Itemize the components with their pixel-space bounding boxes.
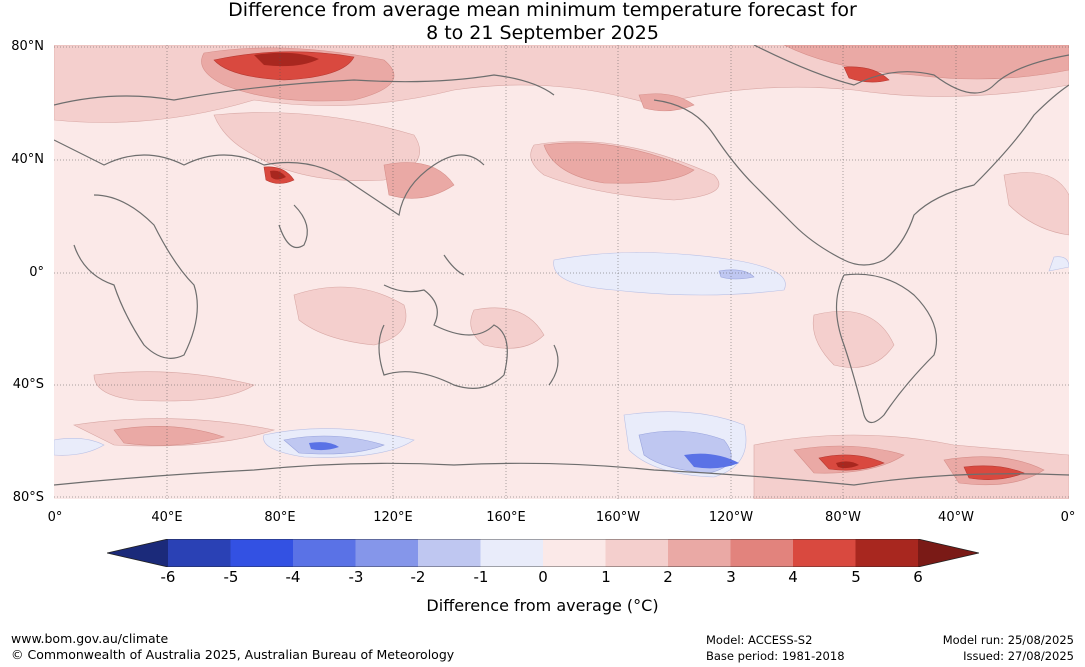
colorbar-segment [293, 539, 356, 567]
colorbar-segment [605, 539, 668, 567]
anomaly-above-5-regions [254, 52, 859, 469]
copyright-text: © Commonwealth of Australia 2025, Austra… [11, 647, 455, 662]
title-line-2: 8 to 21 September 2025 [426, 22, 659, 44]
colorbar-arrow-above-6 [918, 539, 979, 567]
colorbar-segment [168, 539, 231, 567]
lon-label-0-west: 0° [47, 510, 63, 525]
colorbar-arrow-below-minus-6 [107, 539, 168, 567]
colorbar-tick: -5 [223, 568, 239, 586]
forecast-map[interactable] [54, 45, 1069, 499]
colorbar-tick: -3 [348, 568, 364, 586]
lon-label-160e: 160°E [486, 510, 526, 525]
website-link[interactable]: www.bom.gov.au/climate [11, 631, 169, 646]
model-name: Model: ACCESS-S2 [706, 633, 813, 647]
colorbar-segment [230, 539, 293, 567]
issued-date: Issued: 27/08/2025 [963, 649, 1074, 663]
model-run-date: Model run: 25/08/2025 [942, 633, 1074, 647]
lon-label-40w: 40°W [938, 510, 974, 525]
colorbar-tick: 4 [788, 568, 798, 586]
colorbar-segment [668, 539, 731, 567]
lon-label-80w: 80°W [825, 510, 861, 525]
colorbar-title: Difference from average (°C) [426, 596, 659, 615]
lat-label-40s: 40°S [12, 377, 44, 392]
lon-label-40e: 40°E [151, 510, 183, 525]
lon-label-160w: 160°W [595, 510, 641, 525]
colorbar-segment [543, 539, 606, 567]
title-line-1: Difference from average mean minimum tem… [228, 0, 857, 21]
colorbar-segment [730, 539, 793, 567]
anomaly-below-minus-2-regions [309, 442, 739, 469]
colorbar-tick: -1 [473, 568, 489, 586]
colorbar-tick: -6 [160, 568, 176, 586]
gridlines [54, 45, 1069, 499]
colorbar-segment [793, 539, 856, 567]
colorbar-tick: 5 [851, 568, 861, 586]
colorbar-segment [855, 539, 918, 567]
colorbar [107, 539, 979, 567]
colorbar-tick: 1 [601, 568, 611, 586]
base-period: Base period: 1981-2018 [706, 649, 845, 663]
lon-label-120e: 120°E [373, 510, 413, 525]
colorbar-tick: 0 [538, 568, 548, 586]
colorbar-segment [480, 539, 543, 567]
lon-label-80e: 80°E [264, 510, 296, 525]
coastlines [54, 45, 1069, 486]
lat-label-0: 0° [29, 265, 44, 280]
lon-label-0-east: 0° [1060, 510, 1076, 525]
colorbar-tick: 3 [726, 568, 736, 586]
lat-label-80s: 80°S [12, 490, 44, 505]
colorbar-segment [355, 539, 418, 567]
colorbar-tick: 6 [913, 568, 923, 586]
footer-dates: Model run: 25/08/2025 Issued: 27/08/2025 [943, 632, 1074, 664]
lat-label-40n: 40°N [11, 152, 44, 167]
lon-label-120w: 120°W [708, 510, 754, 525]
lat-label-80n: 80°N [11, 39, 44, 54]
colorbar-tick: 2 [663, 568, 673, 586]
footer-left: www.bom.gov.au/climate © Commonwealth of… [11, 631, 454, 663]
anomaly-1-2-regions [54, 45, 1069, 499]
map-title: Difference from average mean minimum tem… [0, 0, 1085, 45]
colorbar-tick: -2 [410, 568, 426, 586]
colorbar-segment [418, 539, 481, 567]
colorbar-tick: -4 [285, 568, 301, 586]
footer-model-info: Model: ACCESS-S2 Base period: 1981-2018 [706, 632, 845, 664]
map-canvas [54, 45, 1069, 499]
